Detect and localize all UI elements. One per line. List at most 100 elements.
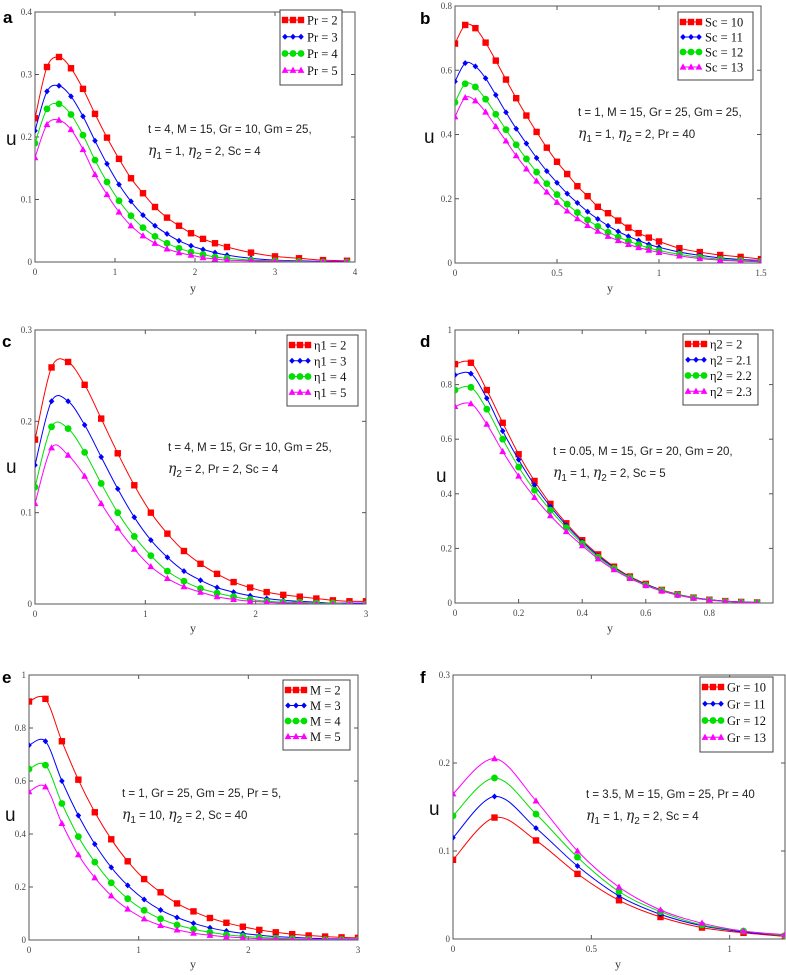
series-0 [455,21,761,263]
legend-label: Pr = 5 [307,64,338,78]
square-marker [482,39,489,46]
circle-marker [67,111,75,118]
legend-label: η2 = 2 [710,338,742,352]
series-line [453,777,785,936]
x-tick-label: 0.5 [551,268,563,278]
circle-marker [532,810,540,818]
triangle-marker [695,63,703,70]
square-marker [124,858,131,865]
series-line [455,402,758,603]
triangle-marker [594,555,602,562]
panel-letter: e [2,668,11,687]
diamond-marker [141,896,147,903]
triangle-marker [347,600,352,604]
circle-marker [615,888,623,895]
series-line [453,758,785,936]
square-marker [197,560,204,568]
square-marker [98,415,105,422]
square-marker [271,253,279,260]
triangle-marker [246,597,254,604]
y-tick-label: 0.2 [21,416,32,426]
diamond-marker [298,33,304,40]
series-line [453,816,785,937]
triangle-marker [147,562,155,570]
x-tick-label: 2 [246,945,251,955]
triangle-marker [700,387,708,394]
eta-value: = 1, [162,146,185,158]
diamond-marker [702,700,708,707]
circle-marker [163,239,171,247]
diamond-marker [42,738,49,745]
square-marker [492,57,499,64]
square-marker [213,570,221,578]
triangle-marker [461,93,469,101]
legend-label: Pr = 3 [307,30,338,44]
triangle-marker [684,387,692,394]
y-tick-label: 0.6 [15,776,27,786]
square-marker [223,243,231,251]
triangle-marker [706,596,713,603]
square-marker [256,926,263,934]
diamond-marker [164,230,170,237]
legend-label: Gr = 10 [727,681,766,695]
panel-e: 0 1 2 3 0 0.2 0.4 0.6 0.8 1 e u y M = 2M = 3 M = 4M = … [2,668,361,971]
circle-marker [43,105,51,113]
triangle-marker [676,252,683,259]
x-tick-label: 0 [453,268,458,278]
triangle-marker [472,97,479,104]
diamond-marker [533,825,539,832]
legend: η2 = 2η2 = 2.1 η2 = 2.2 η2 = 2.3 [682,333,759,406]
triangle-marker [574,215,581,222]
y-axis-label: u [429,799,440,820]
series-3 [455,93,761,263]
diamond-marker [462,60,468,67]
triangle-marker [206,931,214,938]
x-axis-label: y [607,621,613,635]
y-tick-label: 0.1 [21,508,32,518]
eta-value: = 2, [632,129,655,141]
diamond-marker [493,91,499,98]
circle-marker [91,156,99,164]
y-axis-label: u [424,127,435,148]
circle-marker [130,533,138,540]
diamond-marker [152,222,158,229]
eta-subscript: 2 [634,816,640,827]
triangle-marker [292,732,300,740]
triangle-marker [482,108,489,115]
diamond-marker [81,421,88,428]
diamond-marker [696,34,702,40]
square-marker [131,482,138,489]
triangle-marker [531,493,538,500]
legend-label: Sc = 12 [705,46,743,60]
diamond-marker [29,742,32,749]
square-marker [304,341,312,349]
triangle-marker [453,790,457,797]
triangle-marker [532,797,540,804]
x-tick-label: 1 [113,267,118,277]
circle-marker [687,48,695,56]
diamond-marker [513,125,519,132]
triangle-marker [754,598,760,603]
diamond-marker [44,88,50,95]
diamond-marker [92,137,98,144]
annotation-line-2: η1 = 1, η2 = 2, Pr = 40 [578,126,695,145]
legend-label: η2 = 2.1 [710,353,752,367]
circle-marker [574,209,581,216]
triangle-marker [543,188,551,195]
eta-symbol: η [168,807,177,823]
series-line [29,784,358,940]
annotation-tail: Pr = 40 [655,129,696,141]
eta-symbol: η [578,126,587,142]
triangle-marker [364,600,366,604]
triangle-marker [322,936,328,940]
circle-marker [81,448,89,456]
circle-marker [461,80,469,88]
series-line [35,56,348,262]
square-marker [223,919,230,926]
diamond-marker [75,812,82,819]
eta-value: = 2, [202,146,225,158]
diamond-marker [301,702,307,709]
x-axis-label: y [190,621,196,635]
y-tick-label: 0 [22,935,27,945]
diamond-marker [680,34,686,40]
